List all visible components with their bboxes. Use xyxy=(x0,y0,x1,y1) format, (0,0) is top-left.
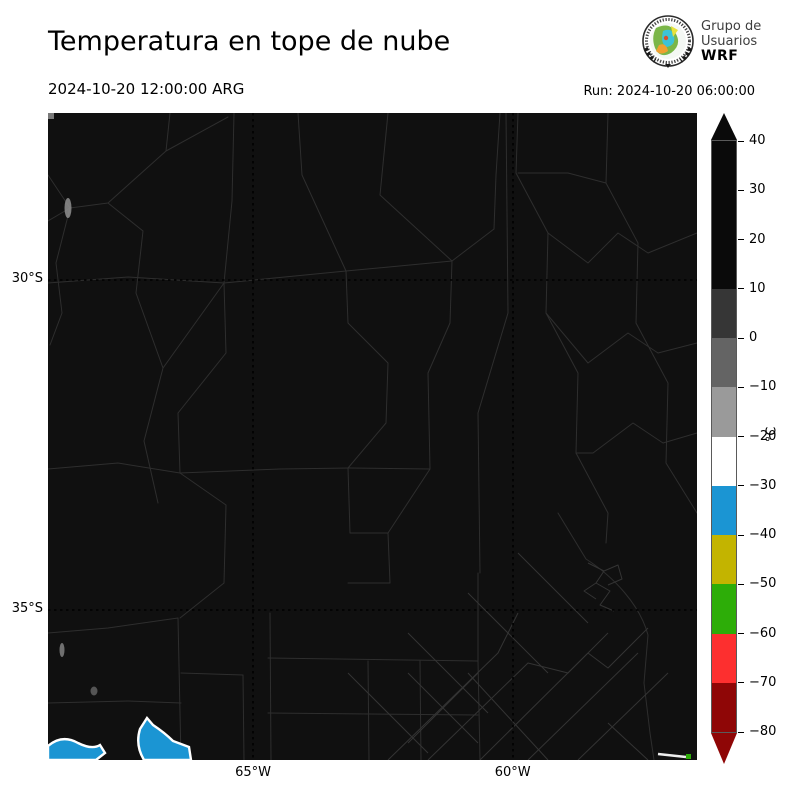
colorbar: °C 40 30 20 10 0 −10 −20 −30 −40 −50 −60 −70 −80 xyxy=(711,113,800,773)
colorbar-tick-mark xyxy=(738,436,744,437)
colorbar-tick-label: 40 xyxy=(749,133,766,148)
thin-cloud-mountain xyxy=(64,198,72,218)
graticule xyxy=(48,113,697,760)
colorbar-tick-mark xyxy=(738,189,744,191)
colorbar-segment xyxy=(712,436,736,486)
logo-line-2: Usuarios xyxy=(701,33,758,49)
colorbar-tick-mark xyxy=(738,337,744,339)
colorbar-segment xyxy=(712,141,736,289)
colorbar-extend-below-arrow xyxy=(711,733,737,764)
colorbar-tick-mark xyxy=(738,288,744,290)
colorbar-tick-label: −70 xyxy=(749,674,777,690)
colorbar-tick-label: −20 xyxy=(749,428,777,444)
admin-boundaries xyxy=(48,113,697,760)
department-mesh xyxy=(347,552,669,760)
colorbar-tick-mark xyxy=(738,731,744,733)
cloud-features xyxy=(48,113,691,760)
logo-line-3: WRF xyxy=(701,47,739,64)
colorbar-tick-mark xyxy=(738,682,744,684)
corner-streak-tip xyxy=(686,754,691,759)
thin-cloud-corner xyxy=(48,113,54,119)
lat-tick-label: 30°S xyxy=(11,270,43,286)
valid-time-label: 2024-10-20 12:00:00 ARG xyxy=(48,80,245,98)
colorbar-tick-mark xyxy=(738,534,744,536)
colorbar-segment xyxy=(712,584,736,634)
colorbar-tick-mark xyxy=(738,386,744,388)
colorbar-segment xyxy=(712,682,736,732)
colorbar-tick-mark xyxy=(738,633,744,634)
colorbar-tick-mark xyxy=(738,485,744,487)
colorbar-tick-label: −40 xyxy=(749,527,777,542)
colorbar-tick-label: 0 xyxy=(749,330,758,345)
lat-tick-label: 35°S xyxy=(11,600,43,616)
colorbar-tick-label: −30 xyxy=(749,477,777,493)
wrf-logo: Grupo de Usuarios WRF xyxy=(641,13,791,69)
colorbar-tick-label: −50 xyxy=(749,576,777,592)
page-title: Temperatura en tope de nube xyxy=(48,26,451,57)
cold-cloud-hook xyxy=(137,715,193,760)
cold-cloud-west xyxy=(48,738,107,760)
colorbar-tick-mark xyxy=(738,583,744,585)
thin-cloud-sw2 xyxy=(90,686,98,696)
colorbar-segment xyxy=(712,633,736,683)
colorbar-segment xyxy=(712,288,736,338)
logo-line-1: Grupo de xyxy=(701,18,762,34)
colorbar-tick-label: −10 xyxy=(749,379,777,395)
colorbar-bar xyxy=(711,140,737,733)
cloud-top-map xyxy=(48,113,697,760)
corner-streak xyxy=(657,752,687,759)
lon-tick-label: 60°W xyxy=(494,765,531,780)
wrf-emblem-icon xyxy=(642,15,694,68)
colorbar-extend-above-arrow xyxy=(711,113,737,140)
colorbar-tick-label: 20 xyxy=(749,231,766,247)
colorbar-tick-label: −80 xyxy=(749,724,777,739)
colorbar-segment xyxy=(712,535,736,585)
colorbar-segment xyxy=(712,485,736,535)
colorbar-tick-label: −60 xyxy=(749,625,777,641)
thin-cloud-sw xyxy=(59,643,65,657)
colorbar-tick-mark xyxy=(738,239,744,240)
colorbar-tick-label: 10 xyxy=(749,280,766,296)
colorbar-tick-mark xyxy=(738,140,744,142)
map-area xyxy=(48,113,697,760)
colorbar-tick-label: 30 xyxy=(749,182,766,198)
run-time-label: Run: 2024-10-20 06:00:00 xyxy=(583,84,755,99)
colorbar-segment xyxy=(712,387,736,437)
lon-tick-label: 65°W xyxy=(235,765,272,780)
wrf-logo-text: Grupo de Usuarios WRF xyxy=(701,19,761,64)
colorbar-segment xyxy=(712,338,736,388)
